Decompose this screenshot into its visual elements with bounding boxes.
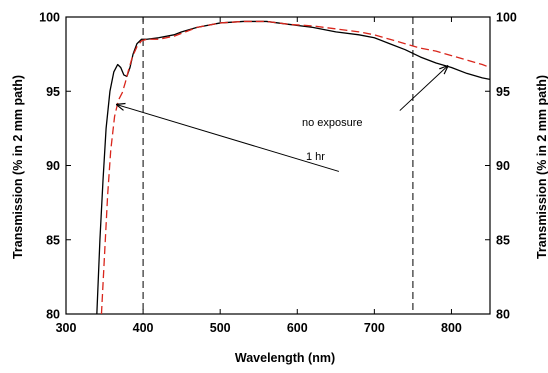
y-tick-label-left: 95 <box>46 85 60 99</box>
annotation-label: no exposure <box>302 117 363 129</box>
series-line-dashed <box>100 20 490 314</box>
y-tick-label-left: 80 <box>46 308 60 322</box>
y-tick-label-left: 90 <box>46 159 60 173</box>
x-tick-label: 700 <box>364 321 385 335</box>
y-tick-label-right: 85 <box>496 233 510 247</box>
axes-layer: 300 400 500 600 700 800 80 80 85 85 90 90 95 95 100 100 <box>39 11 517 336</box>
annotation-label: 1 hr <box>306 151 325 163</box>
x-tick-label: 400 <box>133 321 154 335</box>
x-tick-label: 300 <box>56 321 77 335</box>
y-axis-title-right: Transmission (% in 2 mm path) <box>535 75 548 259</box>
annotation-arrow <box>117 105 340 172</box>
y-tick-label-right: 95 <box>496 85 510 99</box>
plot-frame <box>65 16 491 315</box>
x-tick-label: 600 <box>287 321 308 335</box>
x-tick-label: 800 <box>441 321 462 335</box>
y-axis-title-left: Transmission (% in 2 mm path) <box>11 75 25 259</box>
y-tick-label-right: 100 <box>496 11 517 25</box>
y-tick-label-left: 100 <box>39 11 60 25</box>
y-tick-label-right: 90 <box>496 159 510 173</box>
y-tick-label-left: 85 <box>46 233 60 247</box>
annotation-arrow <box>399 66 448 111</box>
x-tick-label: 500 <box>210 321 231 335</box>
marks-layer <box>96 17 490 314</box>
x-axis-title: Wavelength (nm) <box>235 351 335 365</box>
annotations-layer: no exposure 1 hr <box>117 66 448 172</box>
series-line-solid <box>96 20 490 314</box>
y-tick-label-right: 80 <box>496 308 510 322</box>
